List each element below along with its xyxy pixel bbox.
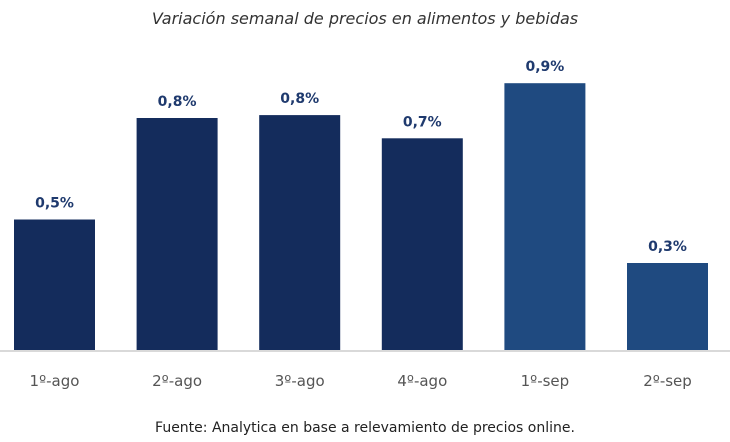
data-label: 0,9% bbox=[525, 59, 564, 75]
bar bbox=[381, 138, 463, 350]
x-tick-label: 4º-ago bbox=[397, 372, 447, 390]
x-tick-label: 1º-ago bbox=[30, 372, 80, 390]
x-tick-label: 2º-ago bbox=[152, 372, 202, 390]
data-label: 0,8% bbox=[158, 94, 197, 110]
x-tick-label: 1º-sep bbox=[521, 372, 570, 390]
source-note: Fuente: Analytica en base a relevamiento… bbox=[155, 420, 575, 436]
data-label: 0,8% bbox=[280, 91, 319, 107]
data-label: 0,7% bbox=[403, 114, 442, 130]
data-label: 0,5% bbox=[35, 196, 74, 212]
bar bbox=[627, 263, 708, 350]
data-label: 0,3% bbox=[648, 239, 687, 255]
bar bbox=[259, 115, 341, 350]
bar bbox=[136, 118, 218, 350]
chart-title: Variación semanal de precios en alimento… bbox=[151, 9, 579, 28]
bar bbox=[504, 83, 586, 350]
bar bbox=[14, 219, 95, 350]
x-tick-label: 2º-sep bbox=[643, 372, 692, 390]
x-tick-label: 3º-ago bbox=[275, 372, 325, 390]
